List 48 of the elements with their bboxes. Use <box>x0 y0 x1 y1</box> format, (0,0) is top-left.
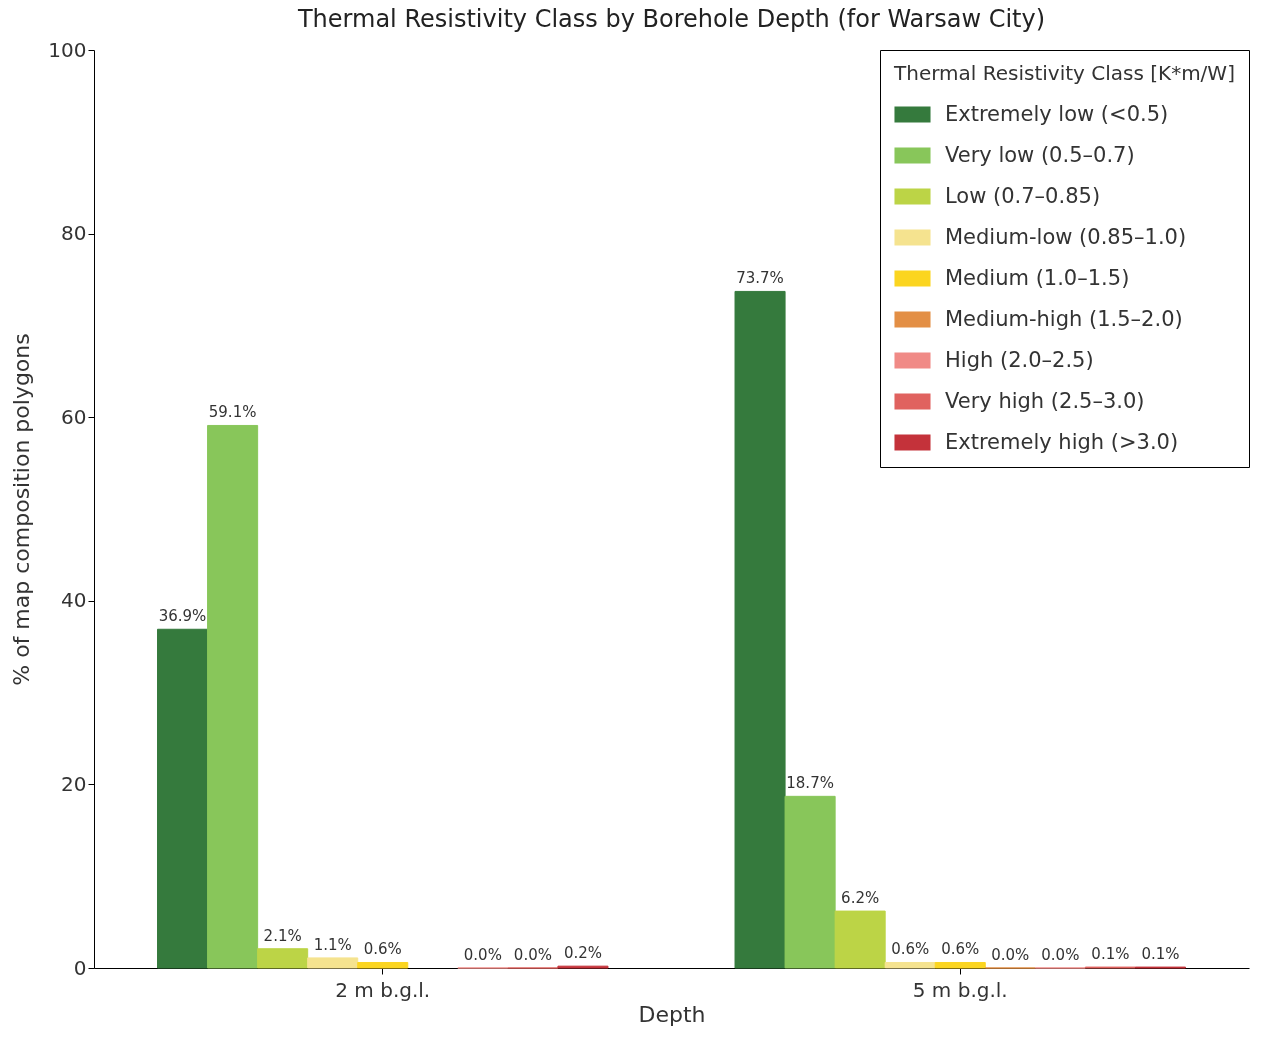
data-label: 2.1% <box>263 926 302 945</box>
data-label: 0.6% <box>891 940 930 959</box>
data-label: 0.1% <box>1141 945 1180 964</box>
bar <box>834 910 886 969</box>
x-tick-label: 5 m b.g.l. <box>912 977 1008 1002</box>
legend-label: Very high (2.5–3.0) <box>945 388 1145 413</box>
data-label: 0.1% <box>1091 945 1130 964</box>
bar <box>257 948 309 969</box>
x-tick-label: 2 m b.g.l. <box>335 977 431 1002</box>
bar <box>307 957 359 969</box>
data-label: 0.0% <box>463 946 502 964</box>
legend-label: High (2.0–2.5) <box>945 347 1094 372</box>
bar <box>207 424 259 969</box>
y-tick-label: 20 <box>61 771 87 796</box>
chart-title: Thermal Resistivity Class by Borehole Depth (for Warsaw City) <box>296 5 1046 33</box>
legend-label: Low (0.7–0.85) <box>945 183 1101 208</box>
data-label: 1.1% <box>313 935 352 954</box>
legend-label: Extremely low (<0.5) <box>945 101 1169 126</box>
bar <box>734 290 786 969</box>
legend-label: Medium (1.0–1.5) <box>945 265 1130 290</box>
data-label: 6.2% <box>841 889 880 908</box>
x-axis-title: Depth <box>638 1001 706 1027</box>
y-tick-label: 60 <box>61 404 87 429</box>
legend-title: Thermal Resistivity Class [K*m/W] <box>893 61 1235 85</box>
data-label: 0.6% <box>941 940 980 959</box>
bar <box>884 961 936 969</box>
legend-label: Very low (0.5–0.7) <box>945 142 1135 167</box>
data-label: 73.7% <box>736 269 784 288</box>
data-label: 59.1% <box>208 403 257 422</box>
bar <box>357 961 409 969</box>
legend-label: Medium-high (1.5–2.0) <box>945 306 1183 331</box>
y-tick-label: 80 <box>61 221 87 246</box>
y-tick-label: 100 <box>48 37 87 62</box>
data-label: 0.0% <box>1041 946 1080 964</box>
y-tick-label: 0 <box>73 955 87 980</box>
legend-label: Medium-low (0.85–1.0) <box>945 224 1187 249</box>
y-axis-title: % of map composition polygons <box>9 333 35 686</box>
bar <box>934 961 986 969</box>
data-label: 0.6% <box>363 940 402 959</box>
bar <box>157 628 209 969</box>
data-label: 0.0% <box>991 946 1030 964</box>
data-label: 18.7% <box>786 774 834 793</box>
legend-label: Extremely high (>3.0) <box>945 429 1179 454</box>
data-label: 0.0% <box>513 946 552 964</box>
y-tick-label: 40 <box>61 588 87 613</box>
bar <box>784 795 836 969</box>
data-label: 0.2% <box>563 944 602 963</box>
data-label: 36.9% <box>158 607 207 626</box>
